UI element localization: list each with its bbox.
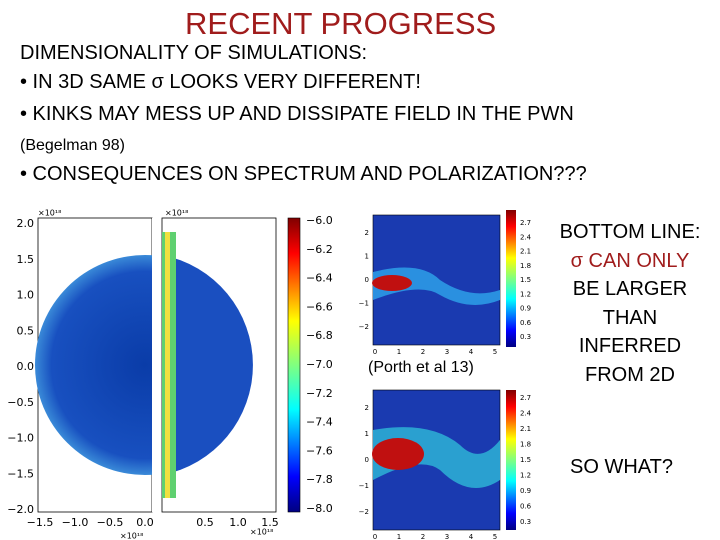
colorbar [287, 217, 301, 513]
closing: SO WHAT? [570, 456, 673, 478]
tick-label: 2.1 [520, 248, 531, 256]
tick-label: 1.5 [261, 516, 279, 529]
tick-label: 2.7 [520, 394, 531, 402]
tick-label: −0.5 [97, 516, 124, 529]
bottom-line-text: THAN [602, 306, 658, 329]
tick-label: 1.5 [17, 253, 35, 266]
tick-label: 1.5 [520, 456, 531, 464]
tick-label: 2 [421, 533, 425, 540]
jet-core [165, 232, 170, 498]
tick-label: 2.1 [520, 425, 531, 433]
tick-label: −2 [359, 508, 369, 516]
tick-label: 1.2 [520, 290, 531, 298]
tick-label: 0 [373, 533, 377, 540]
tick-label: 1 [365, 253, 369, 261]
tick-label: 0.6 [520, 503, 532, 511]
tick-label: 0.5 [17, 324, 35, 337]
bottom-line-text: BE LARGER [572, 278, 688, 300]
tick-label: 4 [469, 533, 474, 540]
tick-label: 1 [397, 348, 401, 356]
tick-label: −6.4 [306, 272, 333, 285]
tick-label: 0 [365, 456, 369, 464]
tick-label: 0.3 [520, 333, 531, 341]
tick-label: −7.2 [306, 387, 333, 400]
tick-label: 1.8 [520, 441, 531, 449]
bottom-line-text: INFERRED [578, 335, 682, 357]
tick-label: −1.0 [7, 432, 34, 445]
bullet: • CONSEQUENCES ON SPECTRUM AND POLARIZAT… [20, 163, 587, 185]
citation: (Begelman 98) [20, 137, 125, 154]
tick-label: −2.0 [7, 503, 34, 516]
slide-title: RECENT PROGRESS [185, 6, 497, 41]
tick-label: ×10¹⁸ [38, 209, 61, 218]
bottom-line-text: BOTTOM LINE: [559, 221, 701, 243]
tick-label: −6.0 [306, 214, 333, 227]
tick-label: 2.7 [520, 219, 531, 227]
tick-label: 2 [365, 404, 369, 412]
tick-label: 0.3 [520, 518, 531, 526]
tick-label: 1.5 [520, 276, 531, 284]
colorbar [506, 210, 516, 347]
tick-label: 0 [365, 276, 369, 284]
tick-label: 0.9 [520, 487, 531, 495]
tick-label: −1.0 [62, 516, 89, 529]
tick-label: 2.0 [17, 217, 35, 230]
tick-label: 0.6 [520, 319, 532, 327]
gap [152, 218, 162, 512]
tick-label: 3 [445, 348, 449, 356]
tick-label: ×10¹⁸ [250, 528, 273, 537]
tick-label: −1.5 [27, 516, 54, 529]
half-disc [162, 255, 253, 475]
tick-label: −7.8 [306, 473, 333, 486]
tick-label: 5 [493, 348, 497, 356]
tick-label: −1 [359, 300, 369, 308]
tick-label: −0.5 [7, 396, 34, 409]
tick-label: 0.5 [196, 516, 214, 529]
colorbar [506, 390, 516, 530]
tick-label: 1.8 [520, 262, 531, 270]
tick-label: 0.0 [136, 516, 154, 529]
tick-label: 1.2 [520, 472, 531, 480]
hotspot [372, 275, 412, 291]
tick-label: −1.5 [7, 467, 34, 480]
tick-label: 1.0 [17, 289, 35, 302]
bullet: • IN 3D SAME σ LOOKS VERY DIFFERENT! [20, 71, 421, 93]
tick-label: 0.0 [17, 360, 35, 373]
tick-label: −6.8 [306, 329, 333, 342]
tick-label: −6.2 [306, 243, 333, 256]
tick-label: 3 [445, 533, 449, 540]
tick-label: −7.6 [306, 444, 333, 457]
hotspot [372, 438, 424, 470]
tick-label: −2 [359, 323, 369, 331]
text-line: DIMENSIONALITY OF SIMULATIONS: [20, 42, 368, 64]
bullet: • KINKS MAY MESS UP AND DISSIPATE FIELD … [20, 103, 574, 125]
tick-label: −7.4 [306, 416, 333, 429]
tick-label: 0 [373, 348, 377, 356]
tick-label: −6.6 [306, 300, 333, 313]
tick-label: ×10¹⁸ [120, 532, 143, 540]
tick-label: 5 [493, 533, 497, 540]
tick-label: ×10¹⁸ [165, 209, 188, 218]
tick-label: 0.9 [520, 305, 531, 313]
tick-label: 1 [397, 533, 401, 540]
tick-label: −1 [359, 482, 369, 490]
bottom-line-text: FROM 2D [585, 363, 675, 386]
tick-label: 4 [469, 348, 474, 356]
caption: (Porth et al 13) [368, 359, 474, 377]
tick-label: −8.0 [306, 502, 333, 515]
tick-label: 1 [365, 430, 369, 438]
bottom-line-text: σ CAN ONLY [570, 249, 690, 272]
tick-label: 2 [421, 348, 425, 356]
tick-label: 1.0 [229, 516, 247, 529]
tick-label: 2.4 [520, 410, 532, 418]
tick-label: 2 [365, 229, 369, 237]
tick-label: −7.0 [306, 358, 333, 371]
tick-label: 2.4 [520, 233, 532, 241]
